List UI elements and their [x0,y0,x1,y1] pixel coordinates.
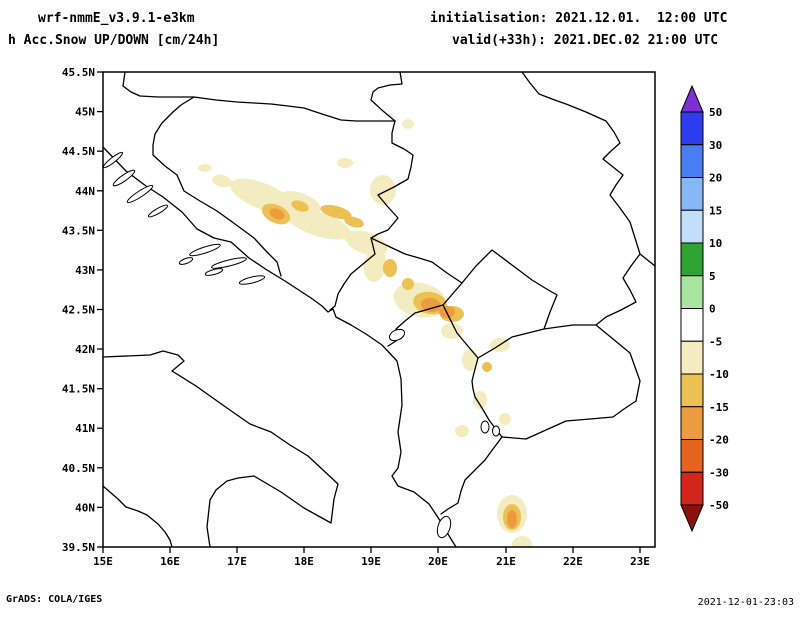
border-albania-macedonia [471,357,503,438]
coastline-italy-west [103,485,173,547]
colorbar-label: 15 [709,204,722,217]
border-kosovo [442,249,558,359]
colorbar-segment [680,373,704,408]
product-title: h Acc.Snow UP/DOWN [cm/24h] [8,33,219,48]
x-tick-label: 17E [227,555,247,568]
border-serbia-macedonia [543,324,597,330]
model-title: wrf-nmmE_v3.9.1-e3km [38,11,195,26]
x-tick-label: 19E [361,555,381,568]
y-tick-label: 44N [75,185,95,198]
y-tick-label: 40N [75,501,95,514]
map-borders-layer [103,72,655,547]
coastline-adriatic-east [103,146,457,547]
border-serbia-bulgaria-south [595,253,641,326]
colorbar-label: 30 [709,139,722,152]
colorbar-label: 50 [709,106,722,119]
x-axis: 15E 16E 17E 18E 19E 20E 21E 22E 23E [93,547,650,568]
lakes [388,328,500,437]
colorbar-segment [680,111,704,146]
x-tick-label: 22E [563,555,583,568]
border-drina-bosnia-east [329,120,414,311]
colorbar-label: -15 [709,401,729,414]
border-croatia-bosnia-west [152,96,282,277]
y-tick-label: 42.5N [62,304,95,317]
creation-timestamp: 2021-12-01-23:03 [698,597,794,608]
valid-time-label: valid(+33h): 2021.DEC.02 21:00 UTC [452,33,718,48]
colorbar-label: -50 [709,499,729,512]
border-serbia-romania-bulgaria [521,72,655,267]
y-tick-label: 41N [75,422,95,435]
border-sava-north-bosnia [193,96,396,122]
colorbar-label: 10 [709,237,722,250]
y-tick-label: 45N [75,106,95,119]
colorbar-segment [680,177,704,211]
border-macedonia-greece [501,400,637,440]
corfu-island [436,515,452,539]
colorbar-label: -5 [709,335,722,348]
x-tick-label: 23E [630,555,650,568]
x-tick-label: 15E [93,555,113,568]
colorbar-label: -10 [709,368,729,381]
snow-shade-cream [198,119,532,547]
y-tick-label: 43N [75,264,95,277]
snow-shading-layer [198,119,532,547]
colorbar-label: 0 [709,303,716,316]
grads-credit-label: GrADS: COLA/IGES [6,594,102,605]
colorbar-segment [680,209,704,244]
colorbar-segment [680,406,704,440]
x-tick-label: 20E [428,555,448,568]
colorbar-arrow-top [680,84,704,113]
y-tick-label: 39.5N [62,541,95,554]
adriatic-islands [103,151,452,539]
border-slovenia-croatia [122,72,195,98]
colorbar-segment [680,308,704,342]
colorbar-label: -30 [709,466,729,479]
colorbar-label: 20 [709,172,722,185]
border-croatia-serbia-north [370,72,403,122]
border-macedonia-bulgaria [595,324,641,402]
colorbar-segment [680,275,704,309]
y-tick-label: 42N [75,343,95,356]
colorbar-label: 5 [709,270,716,283]
y-tick-label: 43.5N [62,224,95,237]
coastline-italy-adriatic [103,350,339,547]
y-axis: 45.5N 45N 44.5N 44N 43.5N 43N 42.5N 42N … [62,66,103,554]
snow-shade-gold [261,200,521,530]
colorbar-segment [680,242,704,277]
colorbar: 50 30 20 15 10 5 0 -5 -10 -15 -20 -30 -5… [680,84,729,533]
x-tick-label: 16E [160,555,180,568]
y-tick-label: 40.5N [62,462,95,475]
colorbar-arrow-bottom [680,504,704,533]
lake-prespa [492,425,500,437]
colorbar-segment [680,439,704,473]
y-tick-label: 41.5N [62,383,95,396]
init-time-label: initialisation: 2021.12.01. 12:00 UTC [430,11,727,26]
colorbar-segment [680,340,704,375]
border-albania-greece [440,436,503,515]
plot-frame [102,71,656,548]
colorbar-label: -20 [709,434,729,447]
lake-scutari [388,328,406,342]
colorbar-segment [680,144,704,178]
x-tick-label: 18E [294,555,314,568]
y-tick-label: 44.5N [62,145,95,158]
y-tick-label: 45.5N [62,66,95,79]
lake-ohrid [480,420,490,434]
x-tick-label: 21E [496,555,516,568]
border-montenegro-serbia [370,237,463,284]
snow-shade-orange [269,208,517,528]
colorbar-segment [680,471,704,506]
